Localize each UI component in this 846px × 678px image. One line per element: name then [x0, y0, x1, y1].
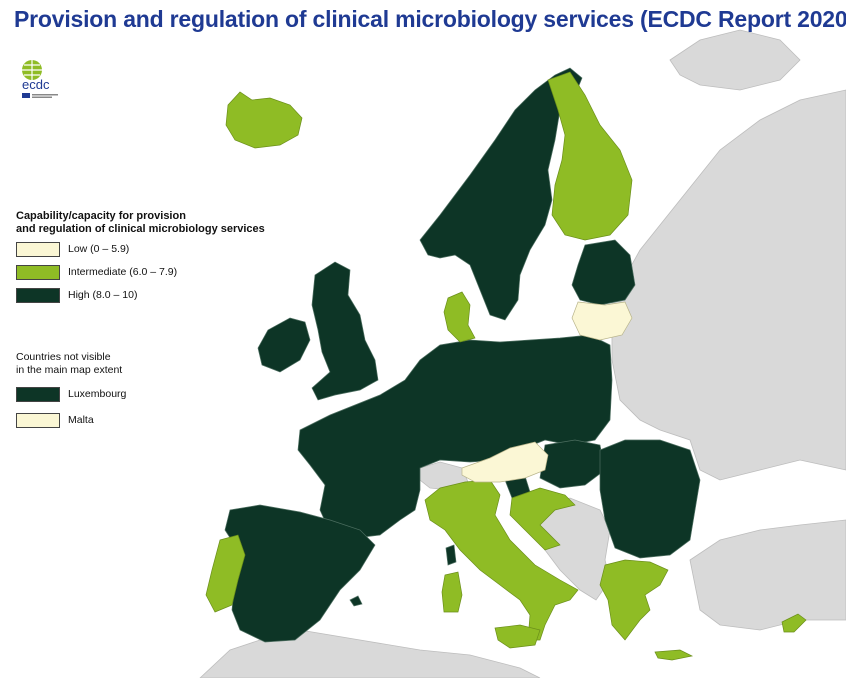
- legend-item-luxembourg: Luxembourg: [16, 383, 306, 405]
- legend-title: Capability/capacity for provision and re…: [16, 210, 306, 236]
- small-countries-title: Countries not visible in the main map ex…: [16, 351, 306, 377]
- country-scandinavia-high: [419, 67, 583, 321]
- country-austria: [461, 441, 549, 483]
- country-turkey: [689, 519, 846, 631]
- legend-item-high: High (8.0 – 10): [16, 285, 306, 305]
- country-greece: [599, 559, 669, 641]
- legend-swatch-high: [16, 287, 60, 303]
- legend-label-high: High (8.0 – 10): [68, 289, 138, 301]
- country-crete: [654, 649, 694, 661]
- country-russia-belarus-ukraine: [611, 89, 846, 481]
- legend-item-malta: Malta: [16, 409, 306, 431]
- country-north-africa: [199, 629, 541, 678]
- map-legend: Capability/capacity for provision and re…: [16, 210, 306, 431]
- legend-title-line1: Capability/capacity for provision: [16, 210, 186, 222]
- country-romania-bulgaria: [599, 439, 701, 559]
- small-countries-title-line1: Countries not visible: [16, 351, 111, 363]
- country-finland: [547, 71, 633, 241]
- country-cyprus: [781, 613, 807, 633]
- legend-item-intermediate: Intermediate (6.0 – 7.9): [16, 262, 306, 282]
- country-denmark: [443, 291, 476, 343]
- logo-text: ecdc: [22, 77, 50, 92]
- country-sardinia: [441, 571, 463, 613]
- legend-label-intermediate: Intermediate (6.0 – 7.9): [68, 266, 178, 278]
- country-corsica-sardinia-high: [445, 544, 457, 566]
- legend-title-line2: and regulation of clinical microbiology …: [16, 223, 265, 235]
- country-balearic: [349, 595, 363, 607]
- country-lithuania: [571, 301, 633, 341]
- country-slovakia-hungary: [539, 439, 606, 489]
- legend-label-luxembourg: Luxembourg: [68, 388, 127, 400]
- small-countries-legend: Countries not visible in the main map ex…: [16, 351, 306, 431]
- country-united-kingdom: [311, 261, 379, 401]
- legend-item-low: Low (0 – 5.9): [16, 239, 306, 259]
- country-iceland: [225, 91, 303, 149]
- ecdc-logo: ecdc: [22, 60, 58, 98]
- legend-label-malta: Malta: [68, 414, 94, 426]
- country-portugal: [205, 534, 246, 613]
- country-ireland: [257, 317, 311, 373]
- map-title: Provision and regulation of clinical mic…: [14, 6, 846, 32]
- country-italy: [424, 479, 579, 641]
- country-croatia: [509, 487, 576, 551]
- country-norway-north: [669, 29, 801, 91]
- legend-label-low: Low (0 – 5.9): [68, 243, 130, 255]
- country-sicily: [494, 624, 541, 649]
- legend-swatch-luxembourg: [16, 386, 60, 402]
- legend-swatch-intermediate: [16, 264, 60, 280]
- country-estonia-latvia: [571, 239, 636, 306]
- legend-swatch-malta: [16, 412, 60, 428]
- small-countries-title-line2: in the main map extent: [16, 364, 123, 376]
- legend-swatch-low: [16, 241, 60, 257]
